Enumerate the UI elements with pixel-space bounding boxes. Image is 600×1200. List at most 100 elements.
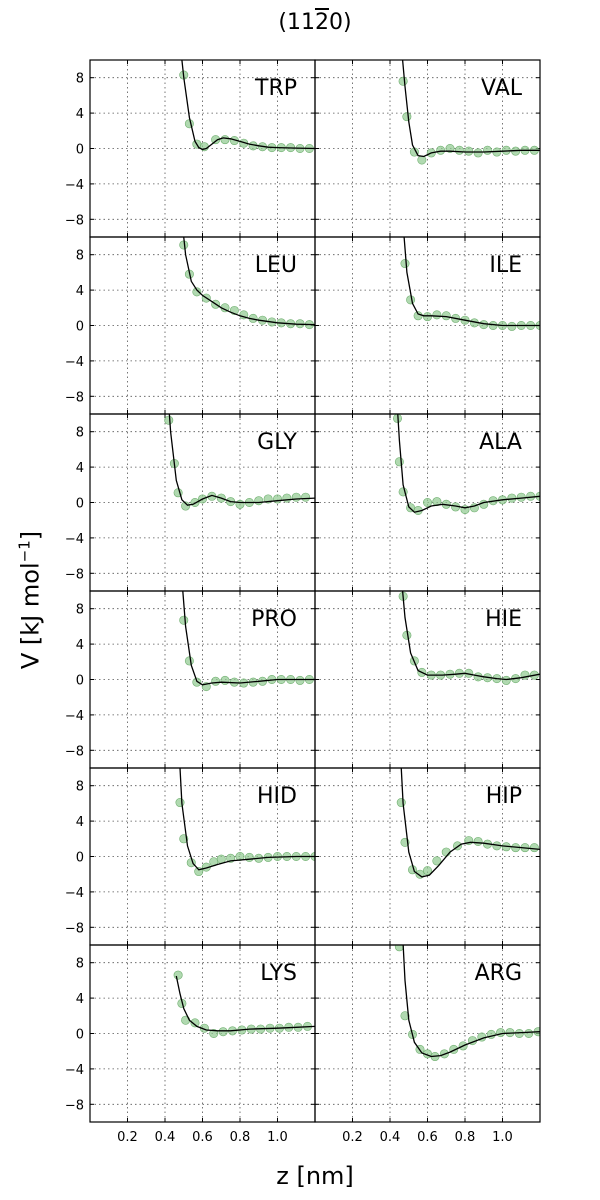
data-point — [295, 675, 305, 685]
title-suffix: 0) — [328, 10, 352, 35]
data-points-hid — [175, 798, 315, 877]
data-point — [199, 142, 209, 152]
x-tick-label: 0.8 — [230, 1130, 251, 1145]
y-tick-label: −4 — [65, 355, 84, 370]
fit-curve-leu — [183, 237, 315, 326]
data-point — [432, 856, 442, 866]
y-tick-label: 4 — [76, 992, 84, 1007]
data-point — [282, 493, 292, 503]
panel-label: HID — [257, 784, 297, 809]
data-point — [220, 135, 230, 145]
data-point — [417, 155, 427, 165]
data-point — [220, 675, 230, 685]
data-point — [184, 119, 194, 129]
panel-label: ARG — [475, 961, 522, 986]
panel-label: GLY — [257, 430, 297, 455]
data-point — [209, 1029, 219, 1039]
data-point — [422, 866, 432, 876]
data-point — [529, 843, 539, 853]
y-tick-label: 0 — [76, 1028, 84, 1043]
y-tick-label: 0 — [76, 143, 84, 158]
panel-label: LYS — [260, 961, 297, 986]
data-point — [507, 321, 517, 331]
panel-trp: TRP 8 4 0 −4 −8 — [65, 59, 316, 238]
data-points-arg — [394, 945, 540, 1062]
panel-val: VAL — [314, 59, 541, 238]
x-tick-label: 1.0 — [267, 1130, 288, 1145]
data-point — [192, 677, 202, 687]
y-tick-label: 4 — [76, 284, 84, 299]
x-tick-label: 0.2 — [117, 1130, 138, 1145]
y-tick-label: 8 — [76, 426, 84, 441]
data-points-hip — [396, 798, 539, 879]
y-tick-label: −8 — [65, 744, 84, 759]
data-point — [514, 1029, 524, 1039]
fit-curve-ala — [397, 414, 540, 513]
data-point — [524, 1029, 534, 1039]
data-point — [211, 135, 221, 145]
panel-arg: ARG 0.2 0.4 0.6 0.8 1.0 — [314, 944, 541, 1145]
data-point — [272, 494, 282, 504]
data-point — [422, 312, 432, 322]
data-point — [235, 499, 245, 509]
y-tick-label: 8 — [76, 72, 84, 87]
fit-curve-pro — [182, 591, 315, 686]
data-point — [211, 676, 221, 686]
fit-curve-arg — [402, 945, 540, 1058]
fit-curve-hip — [400, 768, 540, 878]
data-point — [301, 492, 311, 502]
figure-title: (1120) — [0, 10, 600, 35]
y-tick-label: 4 — [76, 107, 84, 122]
x-tick-label: 0.4 — [155, 1130, 176, 1145]
fit-curve-hie — [401, 591, 540, 681]
y-tick-label: 4 — [76, 461, 84, 476]
data-point — [192, 287, 202, 297]
panel-gly: GLY 8 4 0 −4 −8 — [65, 413, 316, 592]
y-tick-label: 4 — [76, 638, 84, 653]
data-point — [501, 675, 511, 685]
y-tick-label: 0 — [76, 674, 84, 689]
data-point — [441, 311, 451, 321]
data-point — [175, 798, 185, 808]
y-tick-label: −8 — [65, 213, 84, 228]
data-point — [432, 310, 442, 320]
x-tick-label: 0.8 — [455, 1130, 476, 1145]
data-point — [482, 145, 492, 155]
y-tick-label: −8 — [65, 390, 84, 405]
panel-label: HIP — [486, 784, 522, 809]
panel-label: LEU — [255, 253, 297, 278]
data-point — [398, 76, 408, 86]
panel-label: ILE — [489, 253, 522, 278]
data-point — [454, 145, 464, 155]
data-point — [396, 798, 406, 808]
title-prefix: (11 — [278, 10, 315, 35]
panel-label: ALA — [479, 430, 522, 455]
data-points-hie — [398, 591, 539, 685]
data-point — [184, 656, 194, 666]
data-point — [400, 1011, 410, 1021]
fit-curve-ile — [403, 237, 540, 327]
fit-curve-hid — [179, 768, 315, 871]
x-tick-label: 0.4 — [380, 1130, 401, 1145]
data-point — [254, 496, 264, 506]
panel-hip: HIP — [314, 767, 541, 946]
x-tick-label: 0.2 — [342, 1130, 363, 1145]
data-point — [473, 836, 483, 846]
panel-hid: HID 8 4 0 −4 −8 — [65, 767, 316, 946]
panel-ala: ALA — [314, 413, 541, 592]
data-point — [406, 295, 416, 305]
panel-label: VAL — [481, 76, 523, 101]
data-point — [464, 146, 474, 156]
data-point — [432, 497, 442, 507]
panel-ile: ILE — [314, 236, 541, 415]
data-point — [436, 145, 446, 155]
data-point — [173, 970, 183, 980]
data-point — [181, 501, 191, 511]
title-bar-digit: 2 — [314, 10, 329, 35]
y-tick-label: 0 — [76, 320, 84, 335]
panel-label: TRP — [254, 76, 297, 101]
data-point — [402, 112, 412, 122]
panel-label: HIE — [485, 607, 522, 632]
y-tick-label: 8 — [76, 957, 84, 972]
